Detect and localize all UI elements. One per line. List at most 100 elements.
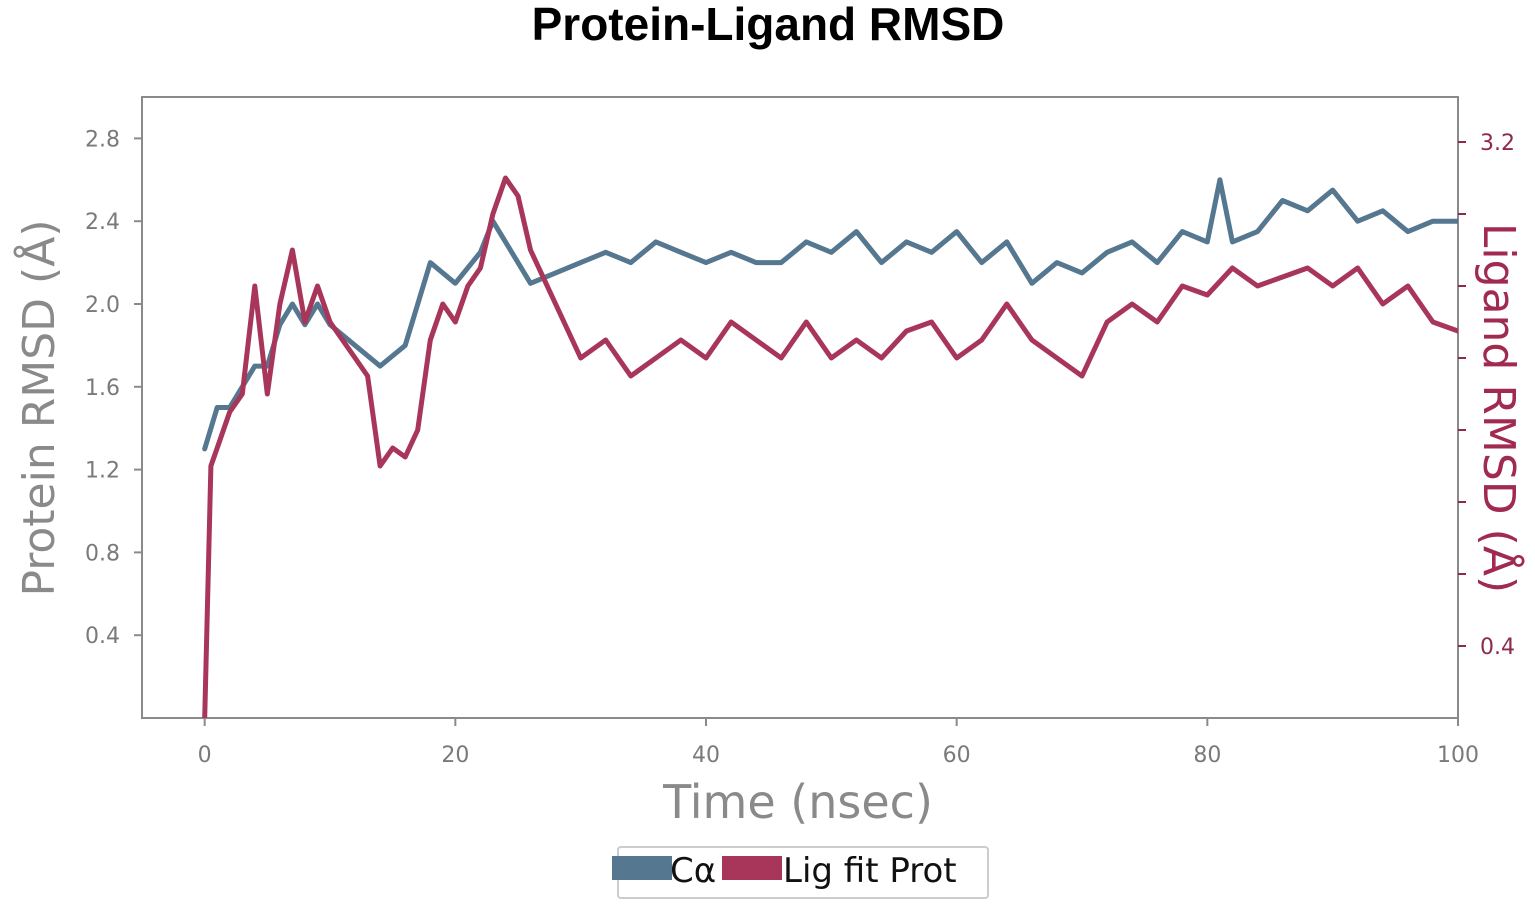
calpha-point bbox=[653, 239, 658, 244]
calpha-point bbox=[754, 260, 759, 265]
ligfitprot-point bbox=[1230, 266, 1235, 270]
ligfitprot-point bbox=[1255, 284, 1260, 288]
ligfitprot-point bbox=[453, 320, 458, 324]
x-tick-label: 60 bbox=[943, 743, 971, 768]
legend-label-calpha: Cα bbox=[670, 851, 716, 891]
ligfitprot-point bbox=[729, 320, 734, 324]
calpha-point bbox=[628, 260, 633, 265]
legend-label-ligfitprot: Lig fit Prot bbox=[783, 851, 957, 891]
ligfitprot-point bbox=[804, 320, 809, 324]
calpha-point bbox=[729, 250, 734, 255]
calpha-point bbox=[315, 302, 320, 306]
ligfitprot-point bbox=[1130, 302, 1135, 306]
ligfitprot-point bbox=[829, 356, 834, 360]
x-tick-label: 0 bbox=[198, 743, 212, 768]
ligfitprot-point bbox=[403, 455, 408, 459]
series-calpha-line bbox=[202, 177, 1458, 452]
calpha-point bbox=[378, 364, 383, 369]
y-tick-label: 1.6 bbox=[85, 376, 120, 401]
calpha-point bbox=[678, 250, 683, 255]
calpha-point bbox=[879, 260, 884, 265]
calpha-point bbox=[704, 260, 708, 265]
calpha-point bbox=[1230, 239, 1235, 244]
ligfitprot-point bbox=[854, 338, 859, 342]
calpha-point bbox=[1456, 219, 1458, 224]
ligfitprot-point bbox=[265, 392, 270, 396]
ligfitprot-point bbox=[415, 428, 420, 432]
ligfitprot-point bbox=[302, 320, 307, 324]
ligfitprot-point bbox=[490, 212, 495, 216]
calpha-point bbox=[829, 250, 834, 255]
ligfitprot-point bbox=[378, 464, 383, 468]
calpha-point bbox=[904, 239, 909, 244]
ligfitprot-point bbox=[603, 338, 608, 342]
ligfitprot-point bbox=[290, 248, 295, 252]
ligfitprot-point bbox=[202, 716, 207, 718]
ligfitprot-point bbox=[390, 446, 395, 450]
ligfitprot-point bbox=[1456, 329, 1458, 333]
calpha-point bbox=[202, 446, 207, 451]
y2-tick-label: 0.4 bbox=[1480, 635, 1515, 660]
ligfitprot-point bbox=[1280, 275, 1285, 279]
ligfitprot-point bbox=[1054, 356, 1059, 360]
calpha-point bbox=[1130, 239, 1135, 244]
ligfitprot-point bbox=[779, 356, 784, 360]
y-tick-label: 2.8 bbox=[85, 127, 120, 152]
ligfitprot-point bbox=[1380, 302, 1385, 306]
calpha-point bbox=[403, 343, 408, 348]
ligfitprot-point bbox=[315, 284, 320, 288]
x-tick-label: 20 bbox=[441, 743, 469, 768]
calpha-point bbox=[578, 260, 583, 265]
ligfitprot-point bbox=[478, 266, 483, 270]
series-layer bbox=[202, 175, 1458, 718]
ligfitprot-point bbox=[1029, 338, 1034, 342]
ligfitprot-point bbox=[353, 356, 358, 360]
ligfitprot-point bbox=[1004, 302, 1009, 306]
ligfitprot-point bbox=[240, 392, 245, 396]
calpha-point bbox=[1430, 219, 1435, 224]
ligfitprot-point bbox=[1105, 320, 1110, 324]
ligfitprot-point bbox=[428, 338, 433, 342]
ligfitprot-point bbox=[215, 446, 220, 450]
ligfitprot-point bbox=[1080, 374, 1084, 378]
calpha-point bbox=[979, 260, 984, 265]
legend-swatch-ligfitprot bbox=[722, 856, 782, 880]
chart-title: Protein-Ligand RMSD bbox=[532, 0, 1005, 50]
calpha-point bbox=[1180, 229, 1185, 234]
ligfitprot-point bbox=[365, 374, 370, 378]
ligfitprot-point bbox=[340, 338, 345, 342]
calpha-point bbox=[1355, 219, 1360, 224]
calpha-point bbox=[503, 239, 508, 244]
calpha-point bbox=[603, 250, 608, 255]
x-tick-label: 100 bbox=[1437, 743, 1479, 768]
calpha-point bbox=[1330, 188, 1335, 193]
calpha-point bbox=[1054, 260, 1059, 265]
calpha-point bbox=[1029, 281, 1034, 286]
ligfitprot-point bbox=[954, 356, 959, 360]
ligfitprot-point bbox=[1405, 284, 1410, 288]
ligfitprot-point bbox=[1305, 266, 1310, 270]
calpha-point bbox=[1405, 229, 1410, 234]
ligfitprot-point bbox=[653, 356, 658, 360]
calpha-point bbox=[428, 260, 433, 265]
y-axis-label: Protein RMSD (Å) bbox=[12, 220, 65, 597]
calpha-point bbox=[1305, 208, 1310, 213]
x-tick-label: 80 bbox=[1193, 743, 1221, 768]
calpha-point bbox=[929, 250, 934, 255]
calpha-point bbox=[854, 229, 859, 234]
ligfitprot-point bbox=[1355, 266, 1360, 270]
ligfitprot-point bbox=[754, 338, 759, 342]
ligfitprot-point bbox=[277, 302, 282, 306]
ligfitprot-point bbox=[328, 320, 332, 324]
x-axis-label: Time (nsec) bbox=[662, 775, 933, 829]
calpha-point bbox=[215, 405, 220, 410]
calpha-point bbox=[1217, 177, 1222, 182]
calpha-point bbox=[252, 364, 257, 369]
y-tick-label: 1.2 bbox=[85, 459, 120, 484]
ligfitprot-point bbox=[628, 374, 633, 378]
calpha-point bbox=[1080, 270, 1084, 275]
calpha-point bbox=[528, 281, 533, 286]
calpha-point bbox=[290, 302, 295, 306]
ligfitprot-point bbox=[227, 410, 232, 414]
